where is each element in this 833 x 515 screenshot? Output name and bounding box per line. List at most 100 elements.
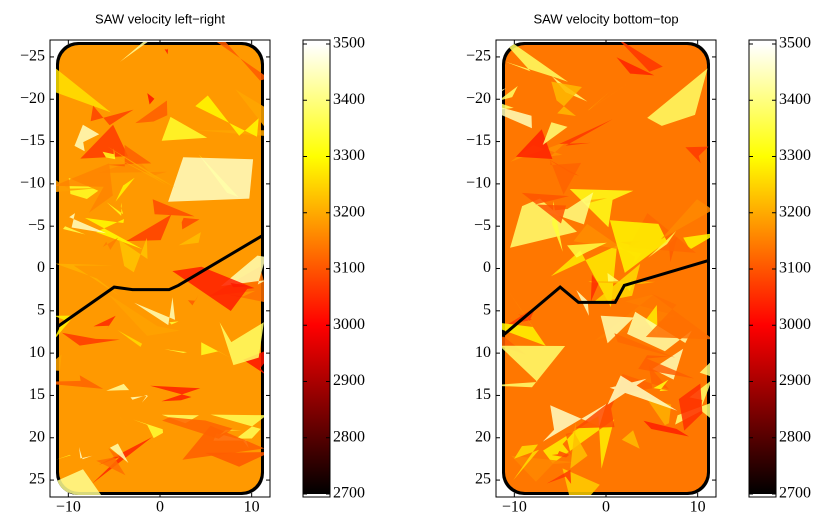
image-region [109,443,129,463]
image-region [542,122,568,145]
image-region [513,444,540,481]
y-tick-label: 10 [475,344,491,361]
image-region [607,42,663,72]
colorbar-tick-label: 2700 [333,485,365,502]
image-region [74,124,100,152]
x-tick-label: 10 [690,499,706,515]
image-region [130,394,149,403]
image-region [542,404,607,442]
image-region [592,263,641,304]
image-region [521,192,569,224]
image-region [502,345,566,388]
colorbar-tick-label: 3000 [779,316,811,333]
y-tick-label: 0 [483,259,491,276]
image-region [216,42,264,81]
y-tick-label: 0 [37,259,45,276]
image-region [93,315,116,331]
image-region [56,173,99,194]
image-region [133,419,163,439]
image-region [616,57,655,76]
image-region [161,116,208,141]
image-region [56,315,75,342]
colorbar-tick-label: 3200 [779,203,811,220]
image-crack [56,233,264,329]
image-region [643,420,689,437]
image-region [147,93,155,105]
image-region [134,297,176,326]
image-region [562,432,574,455]
colorbar-tick-label: 2900 [333,372,365,389]
image-region [181,217,200,230]
y-tick-label: −10 [20,175,45,192]
colorbar-tick-label: 2800 [333,428,365,445]
y-tick-label: 10 [29,344,45,361]
image-region [182,425,264,460]
y-tick-label: 5 [37,301,45,318]
image-region [61,332,120,346]
image-region [621,430,640,449]
image-region [84,217,143,250]
y-tick-label: 15 [475,386,491,403]
colorbar-tick-label: 3300 [779,147,811,164]
y-tick-label: −10 [466,175,491,192]
colorbar-tick-label: 3100 [779,260,811,277]
image-region [562,468,600,495]
image-region [201,342,231,358]
image-region [502,42,568,82]
colorbar [749,44,776,494]
image-region [645,293,710,340]
x-tick-label: −10 [502,499,527,515]
image-region [150,385,201,402]
image-crack [502,258,710,338]
image-region [678,383,703,431]
image-region [98,159,168,180]
image-region [219,322,264,366]
colorbar-tick-label: 3500 [333,35,365,52]
image-region [573,223,642,266]
y-tick-label: −5 [28,217,45,234]
image-region [575,397,616,429]
image-region [119,237,148,273]
y-tick-label: 25 [29,471,45,488]
y-tick-label: −5 [474,217,491,234]
y-tick-label: 20 [475,428,491,445]
y-tick-label: 20 [29,428,45,445]
y-tick-label: −25 [20,48,45,65]
image [502,42,710,495]
image-region [162,417,233,439]
image-region [152,199,195,217]
image-region [506,306,536,326]
image-region [135,100,168,124]
image [56,42,264,495]
image-region [607,273,620,282]
image-region [510,198,577,248]
image-region [550,160,582,195]
y-tick-label: 5 [483,301,491,318]
chart-title: SAW velocity bottom−top [533,11,678,26]
image-region [551,81,582,116]
x-tick-label: 10 [244,499,260,515]
image-region [56,61,111,113]
image-region [69,213,107,234]
image-region [502,88,532,129]
y-tick-label: −20 [466,90,491,107]
image-region [220,255,264,287]
image-region [685,146,709,164]
colorbar-tick-label: 3100 [333,260,365,277]
image-region [187,295,199,306]
image-region [550,245,617,308]
image-region [164,48,169,55]
image-region [106,202,124,216]
y-tick-label: −15 [20,132,45,149]
colorbar-tick-label: 3400 [333,91,365,108]
colorbar-tick-label: 3200 [333,203,365,220]
colorbar-tick-label: 3300 [333,147,365,164]
image-region [607,375,678,411]
image-region [205,452,264,467]
image-region [102,148,116,160]
image-region [91,437,153,484]
image-region [126,214,172,242]
x-tick-label: 0 [602,499,610,515]
image-region [168,157,254,202]
